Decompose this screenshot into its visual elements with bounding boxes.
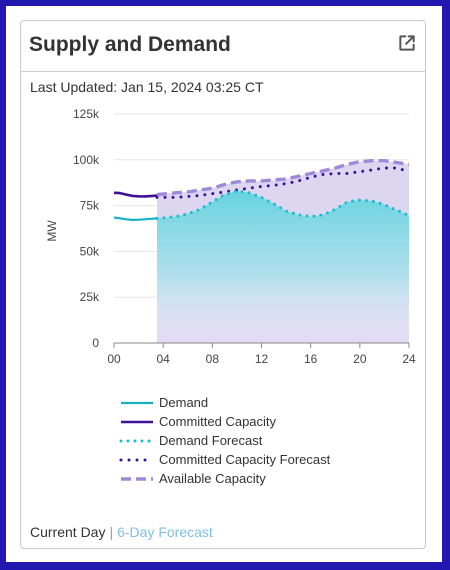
legend-item: Available Capacity	[119, 469, 330, 488]
legend-item: Demand Forecast	[119, 431, 330, 450]
legend-swatch	[121, 420, 153, 423]
legend-label: Demand	[159, 395, 209, 410]
legend-label: Committed Capacity Forecast	[159, 452, 331, 467]
committed-capacity-line	[113, 191, 158, 198]
external-link-icon[interactable]	[397, 33, 417, 53]
supply-demand-card: Supply and Demand Last Updated: Jan 15, …	[20, 20, 426, 549]
y-tick-label: 25k	[80, 290, 100, 304]
legend-swatch	[121, 476, 153, 481]
legend-item: Committed Capacity Forecast	[119, 450, 330, 469]
available-capacity-line	[156, 159, 410, 197]
legend-item: Committed Capacity	[119, 412, 330, 431]
footer-separator: |	[109, 524, 114, 540]
page-frame: Supply and Demand Last Updated: Jan 15, …	[6, 6, 442, 562]
legend-label: Available Capacity	[159, 471, 266, 486]
card-header: Supply and Demand	[21, 21, 425, 72]
x-tick-label: 20	[353, 352, 367, 366]
legend-label: Committed Capacity	[159, 414, 277, 429]
y-tick-label: 100k	[73, 153, 100, 167]
footer: Current Day | 6-Day Forecast	[30, 524, 213, 540]
legend-swatch	[119, 439, 155, 442]
demand-forecast-line	[155, 189, 411, 220]
y-tick-label: 125k	[73, 107, 100, 121]
legend-item: Demand	[119, 393, 330, 412]
y-tick-label: 0	[92, 336, 99, 350]
demand-forecast-area	[157, 190, 409, 343]
y-tick-label: 75k	[80, 199, 100, 213]
card-title: Supply and Demand	[29, 33, 231, 56]
current-day-label: Current Day	[30, 524, 106, 540]
x-tick-label: 08	[206, 352, 220, 366]
chart-legend: Demand Committed Capacity Demand Forecast C…	[119, 393, 330, 488]
legend-swatch	[121, 401, 153, 404]
last-updated: Last Updated: Jan 15, 2024 03:25 CT	[30, 79, 264, 95]
legend-label: Demand Forecast	[159, 433, 263, 448]
legend-swatch	[119, 458, 155, 461]
y-tick-label: 50k	[80, 244, 100, 258]
committed-capacity-forecast-line	[155, 166, 411, 199]
six-day-forecast-link[interactable]: 6-Day Forecast	[117, 524, 213, 540]
x-tick-label: 04	[156, 352, 170, 366]
y-axis-label: MW	[45, 220, 59, 242]
x-tick-label: 00	[107, 352, 121, 366]
x-tick-label: 16	[304, 352, 318, 366]
x-tick-label: 24	[402, 352, 416, 366]
x-tick-label: 12	[255, 352, 269, 366]
supply-demand-chart: 0 25k 50k 75k 100k 125k 00 04 08 12 16 20 24 MW	[45, 107, 416, 366]
demand-line	[113, 216, 158, 221]
